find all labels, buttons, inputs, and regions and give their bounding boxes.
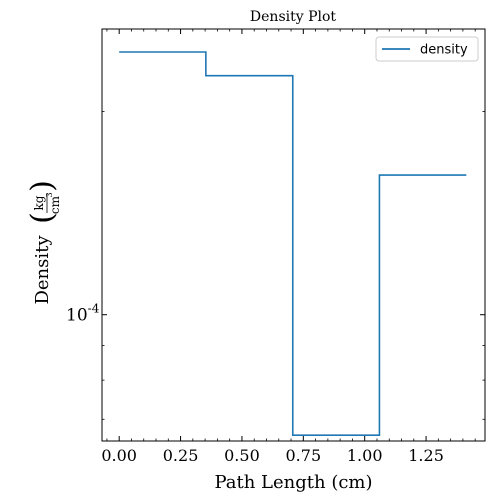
x-tick-label: 0.00	[101, 446, 137, 465]
legend-entry-label: density	[420, 43, 468, 58]
plot-frame	[101, 28, 486, 442]
x-tick-label: 0.50	[224, 446, 260, 465]
chart-title: Density Plot	[250, 9, 337, 25]
legend-box	[375, 36, 479, 62]
y-axis-label-unit-denominator: cm	[48, 195, 62, 214]
legend: density	[375, 36, 479, 62]
series-layer	[119, 51, 467, 436]
y-axis-label: Density ( kg cm 3 )	[25, 180, 62, 304]
y-axis-label-paren-left: (	[25, 212, 60, 224]
x-tick-label: 0.25	[163, 446, 199, 465]
y-tick-label-exponent: -4	[88, 302, 100, 316]
x-tick-label: 1.00	[347, 446, 383, 465]
series-line-density	[119, 51, 467, 436]
y-tick-label: 10-4	[66, 302, 100, 326]
y-axis-label-main: Density	[32, 235, 53, 305]
x-tick-label: 0.75	[286, 446, 322, 465]
axis-ticks: 0.00 0.25 0.50 0.75 1.00 1.25 10-4	[66, 29, 485, 465]
y-axis-label-paren-right: )	[25, 180, 60, 192]
y-axis-label-unit-numerator: kg	[32, 195, 46, 210]
x-tick-label: 1.25	[408, 446, 444, 465]
y-axis-label-unit-exponent: 3	[45, 192, 54, 197]
x-axis-label: Path Length (cm)	[214, 472, 372, 493]
